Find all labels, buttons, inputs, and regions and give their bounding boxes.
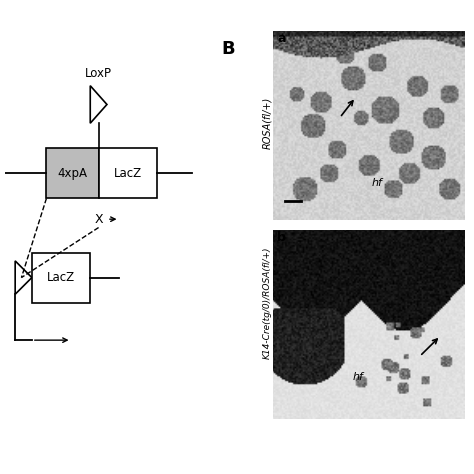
Polygon shape [15,261,32,294]
Text: B: B [222,40,236,58]
Bar [32,253,90,302]
Text: 4xpA: 4xpA [57,167,88,180]
Polygon shape [90,86,107,123]
Text: LoxP: LoxP [85,67,112,80]
Text: a: a [277,32,286,45]
Text: b: b [277,231,286,244]
Text: ROSA(fl/+): ROSA(fl/+) [262,97,272,149]
Text: hf: hf [372,178,383,188]
Text: hf: hf [353,372,364,382]
Text: K14-Cre(tg/0)/ROSA(fl/+): K14-Cre(tg/0)/ROSA(fl/+) [263,246,272,359]
Bar [46,148,99,198]
Text: LacZ: LacZ [47,271,75,284]
Text: LacZ: LacZ [114,167,142,180]
Text: X: X [94,213,103,226]
Text: Newborn: Newborn [358,406,420,419]
Bar [99,148,157,198]
